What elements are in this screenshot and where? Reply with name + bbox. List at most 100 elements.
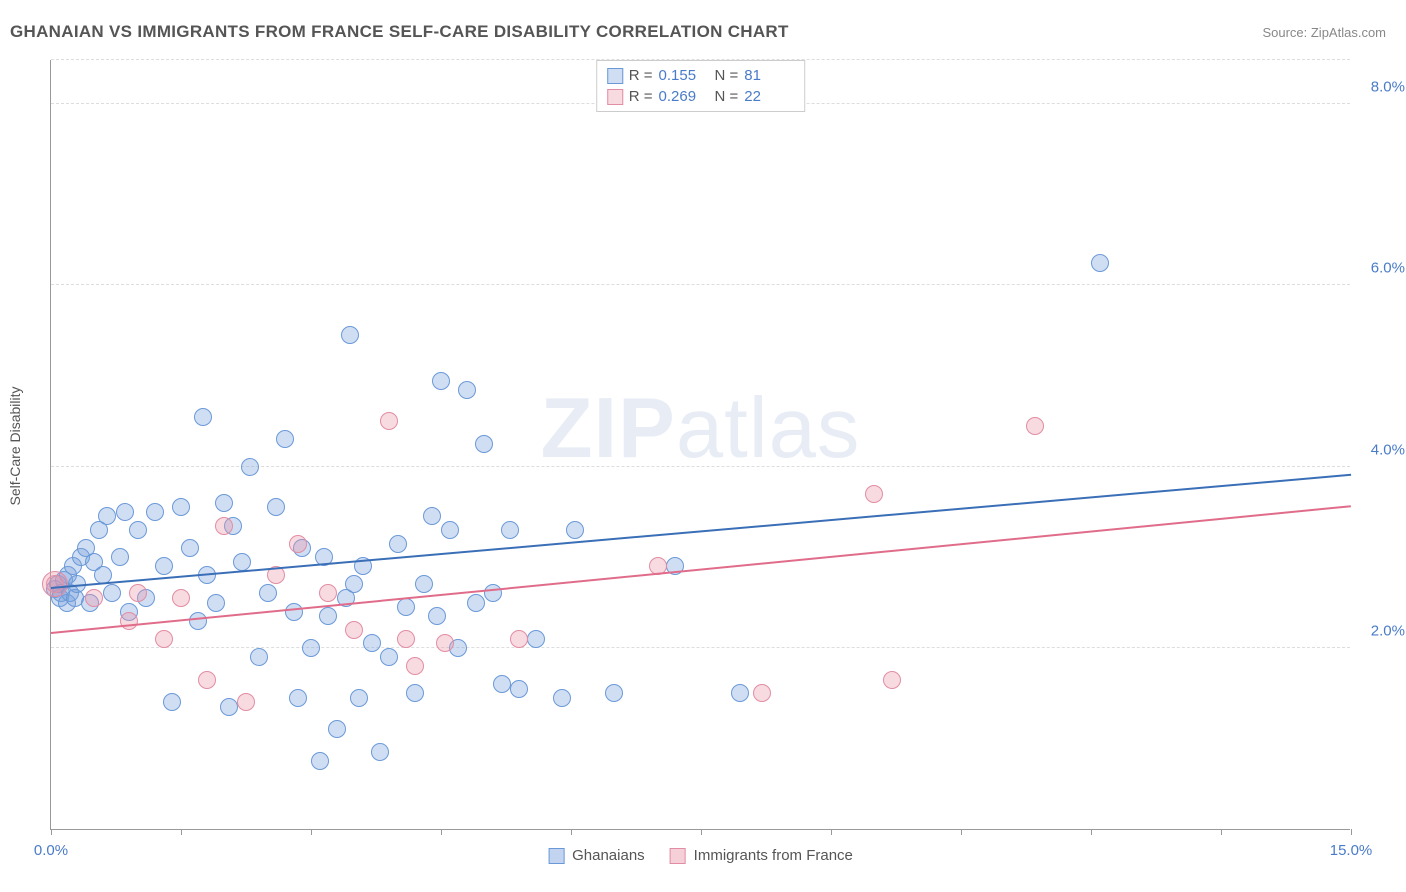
scatter-point bbox=[397, 598, 415, 616]
scatter-point bbox=[129, 521, 147, 539]
scatter-point bbox=[276, 430, 294, 448]
scatter-point bbox=[406, 684, 424, 702]
scatter-point bbox=[441, 521, 459, 539]
x-tick-mark bbox=[831, 829, 832, 835]
x-tick-label: 0.0% bbox=[34, 842, 68, 859]
plot-area: ZIPatlas R = 0.155N = 81R = 0.269N = 22 … bbox=[50, 60, 1350, 830]
legend-n-value: 22 bbox=[744, 88, 794, 105]
x-tick-mark bbox=[441, 829, 442, 835]
scatter-point bbox=[289, 689, 307, 707]
y-tick-label: 2.0% bbox=[1371, 622, 1405, 639]
scatter-point bbox=[493, 675, 511, 693]
scatter-point bbox=[341, 326, 359, 344]
scatter-point bbox=[363, 634, 381, 652]
scatter-point bbox=[267, 498, 285, 516]
scatter-point bbox=[527, 630, 545, 648]
x-tick-mark bbox=[961, 829, 962, 835]
legend-row: R = 0.155N = 81 bbox=[607, 65, 795, 86]
correlation-legend: R = 0.155N = 81R = 0.269N = 22 bbox=[596, 60, 806, 112]
scatter-point bbox=[501, 521, 519, 539]
scatter-point bbox=[155, 630, 173, 648]
legend-r-label: R = bbox=[629, 88, 653, 105]
x-tick-mark bbox=[1221, 829, 1222, 835]
watermark-bold: ZIP bbox=[541, 381, 676, 476]
scatter-point bbox=[98, 507, 116, 525]
scatter-point bbox=[146, 503, 164, 521]
scatter-point bbox=[415, 575, 433, 593]
scatter-point bbox=[553, 689, 571, 707]
scatter-point bbox=[397, 630, 415, 648]
scatter-point bbox=[371, 743, 389, 761]
legend-swatch bbox=[607, 89, 623, 105]
scatter-point bbox=[207, 594, 225, 612]
scatter-point bbox=[285, 603, 303, 621]
legend-label: Ghanaians bbox=[572, 847, 645, 864]
trend-line bbox=[51, 474, 1351, 589]
scatter-point bbox=[85, 589, 103, 607]
scatter-point bbox=[566, 521, 584, 539]
x-tick-mark bbox=[1351, 829, 1352, 835]
scatter-point bbox=[237, 693, 255, 711]
scatter-point bbox=[432, 372, 450, 390]
scatter-point bbox=[345, 575, 363, 593]
scatter-point bbox=[510, 630, 528, 648]
scatter-point bbox=[220, 698, 238, 716]
scatter-point bbox=[328, 720, 346, 738]
scatter-point bbox=[380, 648, 398, 666]
x-tick-mark bbox=[701, 829, 702, 835]
scatter-point bbox=[155, 557, 173, 575]
legend-item: Ghanaians bbox=[548, 847, 645, 864]
chart-title: GHANAIAN VS IMMIGRANTS FROM FRANCE SELF-… bbox=[10, 22, 789, 42]
legend-n-label: N = bbox=[715, 67, 739, 84]
legend-swatch bbox=[670, 848, 686, 864]
scatter-point bbox=[605, 684, 623, 702]
series-legend: Ghanaians Immigrants from France bbox=[548, 847, 853, 864]
scatter-point bbox=[753, 684, 771, 702]
legend-n-value: 81 bbox=[744, 67, 794, 84]
scatter-point bbox=[198, 671, 216, 689]
legend-swatch bbox=[548, 848, 564, 864]
scatter-point bbox=[163, 693, 181, 711]
scatter-point bbox=[129, 584, 147, 602]
x-tick-label: 15.0% bbox=[1330, 842, 1373, 859]
scatter-point bbox=[311, 752, 329, 770]
scatter-point bbox=[189, 612, 207, 630]
scatter-point bbox=[215, 517, 233, 535]
legend-item: Immigrants from France bbox=[670, 847, 853, 864]
legend-r-label: R = bbox=[629, 67, 653, 84]
x-tick-mark bbox=[311, 829, 312, 835]
scatter-point bbox=[215, 494, 233, 512]
scatter-point bbox=[233, 553, 251, 571]
gridline bbox=[51, 284, 1350, 285]
scatter-point bbox=[241, 458, 259, 476]
scatter-point bbox=[350, 689, 368, 707]
scatter-point bbox=[865, 485, 883, 503]
y-tick-label: 4.0% bbox=[1371, 441, 1405, 458]
watermark-rest: atlas bbox=[676, 381, 861, 476]
scatter-point bbox=[111, 548, 129, 566]
x-tick-mark bbox=[51, 829, 52, 835]
legend-swatch bbox=[607, 68, 623, 84]
scatter-point bbox=[458, 381, 476, 399]
legend-n-label: N = bbox=[715, 88, 739, 105]
scatter-point bbox=[250, 648, 268, 666]
y-axis-label: Self-Care Disability bbox=[7, 386, 23, 505]
legend-label: Immigrants from France bbox=[694, 847, 853, 864]
y-tick-label: 8.0% bbox=[1371, 79, 1405, 96]
scatter-point bbox=[380, 412, 398, 430]
scatter-point bbox=[172, 589, 190, 607]
legend-row: R = 0.269 N = 22 bbox=[607, 86, 795, 107]
scatter-point bbox=[181, 539, 199, 557]
scatter-point bbox=[475, 435, 493, 453]
scatter-point bbox=[103, 584, 121, 602]
legend-r-value: 0.269 bbox=[659, 88, 709, 105]
scatter-point bbox=[467, 594, 485, 612]
x-tick-mark bbox=[181, 829, 182, 835]
y-tick-label: 6.0% bbox=[1371, 260, 1405, 277]
watermark: ZIPatlas bbox=[541, 380, 861, 478]
scatter-point bbox=[423, 507, 441, 525]
scatter-point bbox=[319, 584, 337, 602]
scatter-point bbox=[1026, 417, 1044, 435]
scatter-point bbox=[116, 503, 134, 521]
scatter-point bbox=[319, 607, 337, 625]
